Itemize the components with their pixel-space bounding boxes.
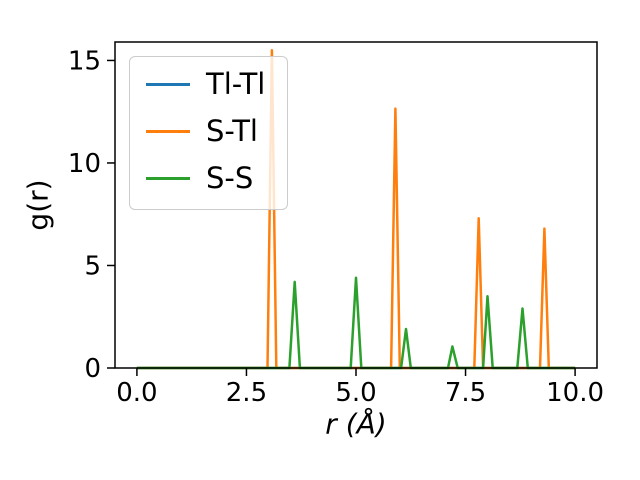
y-tick-label: 10 [68, 149, 101, 179]
legend-line-tltl-icon [146, 83, 190, 87]
legend: Tl-Tl S-Tl S-S [129, 56, 289, 210]
series-line-ss [136, 276, 576, 370]
legend-entry-stl: S-Tl [146, 113, 265, 148]
x-axis-label: r (Å) [325, 407, 387, 441]
y-tick-label: 15 [68, 46, 101, 76]
legend-label-ss: S-S [206, 160, 254, 195]
x-tick-label: 2.5 [226, 378, 267, 408]
x-tick-label: 5.0 [335, 378, 376, 408]
x-tick-label: 7.5 [445, 378, 486, 408]
legend-entry-ss: S-S [146, 160, 265, 195]
y-tick-label: 5 [84, 251, 101, 281]
legend-entry-tltl: Tl-Tl [146, 67, 266, 101]
legend-label-stl: S-Tl [206, 113, 258, 148]
legend-line-stl-icon [146, 130, 190, 134]
legend-label-tltl: Tl-Tl [206, 67, 266, 101]
y-tick-label: 0 [84, 354, 101, 384]
x-tick-label: 10.0 [546, 378, 604, 408]
legend-line-ss-icon [146, 177, 190, 181]
x-tick-label: 0.0 [116, 378, 157, 408]
y-axis-label: g(r) [21, 179, 55, 231]
